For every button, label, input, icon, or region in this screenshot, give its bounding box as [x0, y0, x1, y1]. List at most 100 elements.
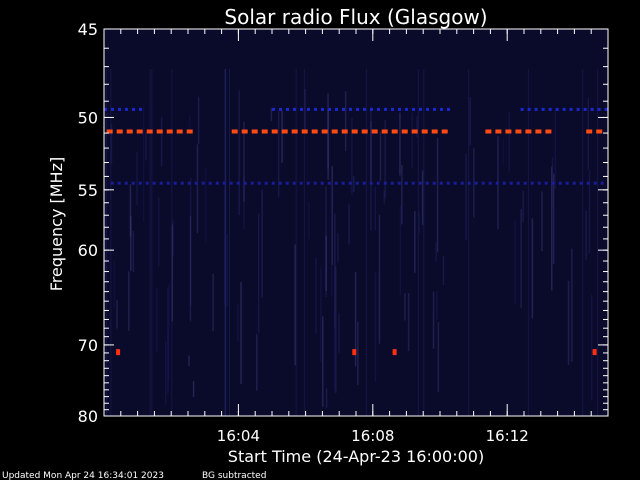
- feature-dash: [321, 107, 324, 111]
- noise-streak: [113, 261, 116, 309]
- noise-streak: [142, 106, 145, 223]
- feature-dash: [331, 129, 338, 134]
- spot: [592, 349, 597, 356]
- noise-streak: [145, 133, 147, 161]
- noise-streak: [104, 207, 106, 276]
- feature-dash: [535, 129, 542, 134]
- feature-dash: [431, 129, 438, 134]
- feature-dash: [460, 181, 464, 185]
- spot: [352, 349, 357, 356]
- feature-dash: [593, 181, 597, 185]
- feature-dash: [139, 107, 142, 111]
- feature-dash: [215, 181, 219, 185]
- feature-dash: [502, 181, 506, 185]
- noise-streak: [168, 284, 170, 382]
- noise-streak: [370, 107, 372, 231]
- feature-dash: [173, 181, 177, 185]
- noise-streak: [587, 98, 590, 170]
- noise-streak: [320, 267, 322, 362]
- noise-streak: [256, 334, 258, 391]
- feature-dash: [530, 181, 534, 185]
- feature-dash: [562, 107, 566, 111]
- feature-dash: [136, 129, 143, 134]
- feature-dash: [106, 129, 113, 134]
- feature-dash: [447, 107, 450, 111]
- noise-column: [468, 69, 470, 416]
- noise-streak: [354, 272, 357, 367]
- feature-dash: [281, 129, 288, 134]
- feature-dash: [419, 107, 422, 111]
- axis-ticks: 16:04 16:08 16:12 45 50 55 60 70 80: [78, 20, 609, 445]
- noise-streak: [502, 138, 504, 165]
- feature-dash: [116, 129, 123, 134]
- feature-dash: [474, 181, 478, 185]
- feature-dash: [250, 181, 254, 185]
- feature-dash: [391, 129, 398, 134]
- feature-dash: [231, 129, 238, 134]
- noise-streak: [353, 175, 355, 193]
- noise-streak: [243, 177, 245, 230]
- noise-streak: [411, 112, 413, 169]
- noise-streak: [379, 131, 382, 182]
- noise-streak: [110, 124, 113, 164]
- feature-dash: [558, 181, 562, 185]
- feature-dash: [104, 107, 107, 111]
- noise-streak: [442, 256, 445, 285]
- noise-streak: [240, 282, 242, 385]
- noise-column: [110, 69, 112, 416]
- feature-dash: [166, 181, 170, 185]
- feature-dash: [541, 107, 545, 111]
- feature-dash: [271, 181, 275, 185]
- feature-dash: [433, 107, 436, 111]
- feature-dash: [411, 181, 415, 185]
- feature-dash: [534, 107, 538, 111]
- noise-column: [582, 69, 584, 416]
- noise-column: [224, 69, 226, 416]
- noise-streak: [129, 184, 132, 237]
- feature-dash: [257, 181, 261, 185]
- noise-streak: [335, 267, 337, 393]
- noise-streak: [473, 148, 475, 218]
- feature-dash: [527, 107, 531, 111]
- feature-dash: [159, 181, 163, 185]
- feature-dash: [505, 129, 512, 134]
- plot-area: [103, 28, 609, 417]
- noise-streak: [330, 183, 333, 297]
- noise-streak: [322, 316, 324, 407]
- feature-dash: [377, 107, 380, 111]
- feature-dash: [328, 107, 331, 111]
- feature-dash: [335, 107, 338, 111]
- feature-dash: [272, 107, 275, 111]
- noise-streak: [204, 168, 207, 243]
- feature-dash: [292, 181, 296, 185]
- noise-streak: [277, 111, 280, 197]
- noise-texture: [104, 69, 599, 416]
- noise-streak: [469, 97, 471, 146]
- feature-dash: [548, 107, 552, 111]
- noise-streak: [188, 355, 190, 366]
- noise-streak: [554, 110, 557, 189]
- feature-dash: [229, 181, 233, 185]
- feature-dash: [391, 107, 394, 111]
- noise-streak: [237, 303, 239, 342]
- noise-column: [151, 69, 153, 416]
- feature-dash: [124, 181, 128, 185]
- noise-streak: [437, 322, 440, 392]
- noise-streak: [571, 248, 573, 362]
- feature-dash: [520, 107, 524, 111]
- noise-streak: [116, 300, 118, 329]
- noise-streak: [567, 280, 570, 366]
- feature-dash: [349, 107, 352, 111]
- feature-dash: [138, 181, 142, 185]
- chart-title: Solar radio Flux (Glasgow): [224, 5, 487, 29]
- noise-streak: [212, 274, 214, 332]
- feature-dash: [418, 181, 422, 185]
- feature-dash: [390, 181, 394, 185]
- feature-dash: [146, 129, 153, 134]
- feature-dash: [555, 107, 559, 111]
- feature-dash: [412, 107, 415, 111]
- x-axis-label: Start Time (24-Apr-23 16:00:00): [228, 447, 484, 466]
- feature-dash: [194, 181, 198, 185]
- noise-streak: [338, 313, 340, 354]
- noise-column: [229, 69, 230, 416]
